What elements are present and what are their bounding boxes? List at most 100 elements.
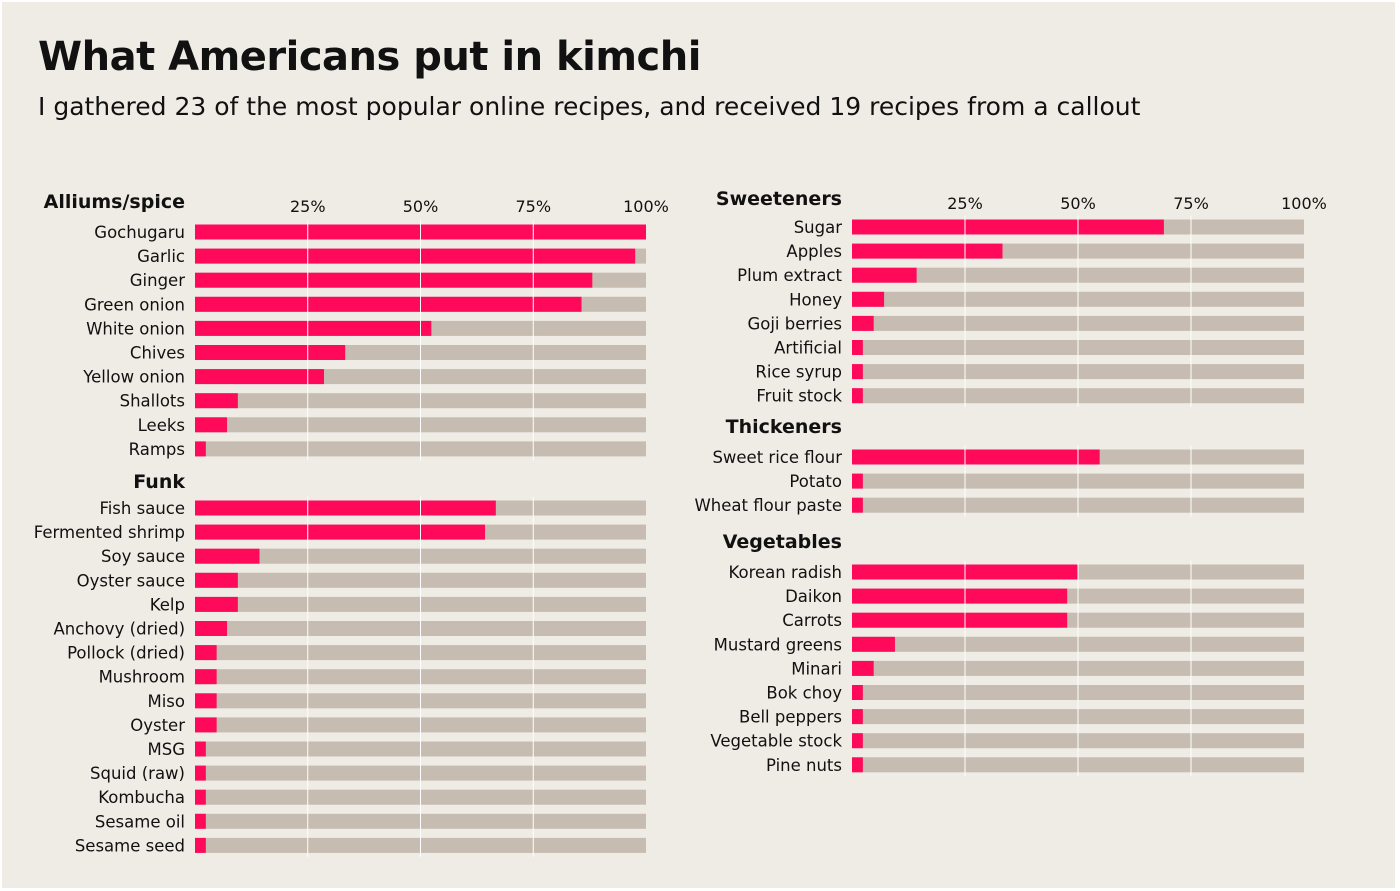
row-label-daikon: Daikon (785, 587, 842, 606)
bar-yellow-onion (195, 369, 324, 385)
row-label-anchovy-dried: Anchovy (dried) (54, 620, 185, 639)
group-title-vegetables: Vegetables (723, 531, 842, 553)
tick-label-left-50: 50% (403, 197, 439, 216)
row-label-honey: Honey (789, 290, 842, 309)
tick-label-right-75: 75% (1173, 194, 1209, 213)
bar-pine-nuts (852, 757, 863, 773)
bar-squid-raw (195, 765, 206, 781)
row-label-carrots: Carrots (782, 611, 842, 630)
bar-fruit-stock (852, 388, 863, 404)
chart-title: What Americans put in kimchi (38, 34, 701, 80)
bar-wheat-flour-paste (852, 497, 863, 513)
row-label-wheat-flour-paste: Wheat flour paste (694, 496, 842, 515)
bar-kombucha (195, 789, 206, 805)
chart-subtitle: I gathered 23 of the most popular online… (38, 92, 1141, 121)
bar-fermented-shrimp (195, 524, 485, 540)
row-label-miso: Miso (147, 692, 185, 711)
row-label-fruit-stock: Fruit stock (756, 387, 842, 406)
row-label-bok-choy: Bok choy (766, 684, 842, 703)
tick-label-right-25: 25% (947, 194, 983, 213)
bar-mushroom (195, 669, 217, 685)
row-label-plum-extract: Plum extract (737, 266, 842, 285)
bar-artificial (852, 340, 863, 355)
group-title-sweeteners: Sweeteners (716, 188, 842, 210)
bar-sugar (852, 219, 1164, 235)
bar-minari (852, 660, 874, 676)
tick-label-left-25: 25% (290, 197, 326, 216)
bar-chives (195, 345, 346, 360)
bar-fish-sauce (195, 500, 496, 516)
row-label-msg: MSG (148, 740, 186, 759)
row-label-sesame-seed: Sesame seed (75, 836, 185, 855)
bar-bok-choy (852, 685, 863, 700)
bar-anchovy-dried (195, 621, 228, 636)
row-label-pine-nuts: Pine nuts (766, 756, 842, 775)
bar-ramps (195, 441, 206, 457)
row-label-green-onion: Green onion (84, 295, 185, 314)
group-title-alliums-spice: Alliums/spice (44, 191, 185, 213)
row-label-sesame-oil: Sesame oil (95, 812, 185, 831)
bar-oyster-sauce (195, 572, 238, 588)
row-label-white-onion: White onion (86, 319, 185, 338)
row-label-sweet-rice-flour: Sweet rice flour (712, 448, 842, 467)
row-label-oyster-sauce: Oyster sauce (77, 571, 185, 590)
tick-label-right-50: 50% (1060, 194, 1096, 213)
bar-honey (852, 291, 885, 307)
row-label-squid-raw: Squid (raw) (90, 764, 185, 783)
bar-shallots (195, 393, 238, 409)
row-label-goji-berries: Goji berries (747, 314, 842, 333)
bar-mustard-greens (852, 636, 895, 652)
bar-oyster (195, 717, 217, 733)
bar-miso (195, 693, 217, 709)
row-label-garlic: Garlic (137, 247, 185, 266)
row-label-apples: Apples (786, 242, 842, 261)
bar-goji-berries (852, 315, 874, 331)
row-label-leeks: Leeks (138, 416, 185, 435)
row-label-ramps: Ramps (129, 440, 185, 459)
row-label-soy-sauce: Soy sauce (101, 547, 185, 566)
row-label-kelp: Kelp (150, 595, 185, 614)
bar-ginger (195, 272, 593, 288)
bar-apples (852, 243, 1003, 259)
group-title-funk: Funk (133, 471, 185, 493)
bar-green-onion (195, 296, 582, 312)
row-label-pollock-dried: Pollock (dried) (67, 644, 185, 663)
row-label-ginger: Ginger (130, 271, 185, 290)
bar-vegetable-stock (852, 733, 863, 749)
bar-bell-peppers (852, 709, 863, 725)
bar-leeks (195, 417, 228, 433)
row-label-gochugaru: Gochugaru (94, 223, 185, 242)
bar-plum-extract (852, 267, 917, 283)
row-label-yellow-onion: Yellow onion (82, 368, 185, 387)
tick-label-left-100: 100% (623, 197, 669, 216)
row-label-shallots: Shallots (120, 392, 185, 411)
row-label-korean-radish: Korean radish (729, 563, 843, 582)
row-label-fermented-shrimp: Fermented shrimp (34, 523, 185, 542)
bar-msg (195, 741, 206, 757)
bar-white-onion (195, 320, 432, 336)
row-label-mustard-greens: Mustard greens (714, 635, 842, 654)
bar-potato (852, 473, 863, 489)
bar-kelp (195, 596, 238, 612)
tick-label-right-100: 100% (1281, 194, 1327, 213)
row-label-artificial: Artificial (774, 339, 842, 358)
row-label-sugar: Sugar (794, 218, 843, 237)
bar-daikon (852, 588, 1068, 604)
bar-pollock-dried (195, 645, 217, 661)
bar-sesame-seed (195, 837, 206, 853)
row-label-vegetable-stock: Vegetable stock (710, 732, 842, 751)
row-label-fish-sauce: Fish sauce (99, 499, 185, 518)
tick-label-left-75: 75% (515, 197, 551, 216)
row-label-bell-peppers: Bell peppers (739, 708, 842, 727)
row-label-chives: Chives (130, 344, 185, 363)
row-label-oyster: Oyster (130, 716, 185, 735)
bar-soy-sauce (195, 548, 260, 564)
group-title-thickeners: Thickeners (726, 416, 842, 438)
row-label-minari: Minari (791, 659, 842, 678)
row-label-potato: Potato (789, 472, 842, 491)
bar-garlic (195, 248, 636, 264)
row-label-mushroom: Mushroom (99, 668, 185, 687)
bar-sesame-oil (195, 813, 206, 829)
bar-sweet-rice-flour (852, 449, 1100, 465)
